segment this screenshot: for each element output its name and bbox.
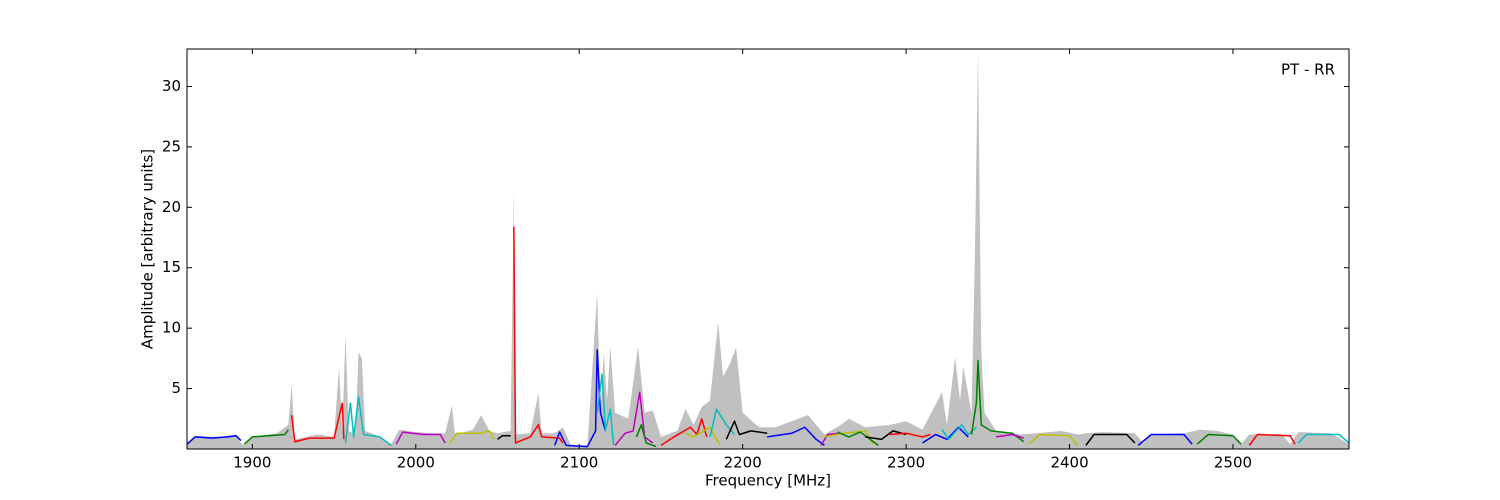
series-line	[635, 424, 657, 448]
series-line	[889, 432, 931, 438]
x-tick-label: 2300	[887, 454, 925, 472]
series-line	[395, 431, 446, 445]
series-line	[290, 402, 345, 443]
y-tick-label: 15	[162, 258, 181, 276]
series-line	[596, 373, 615, 446]
series-line	[1137, 433, 1193, 446]
series-line	[344, 396, 392, 446]
series-line	[554, 349, 607, 448]
series-line	[995, 433, 1024, 439]
y-tick-label: 10	[162, 319, 181, 337]
series-line	[820, 432, 841, 446]
series-line	[1248, 433, 1296, 446]
y-axis-label: Amplitude [arbitrary units]	[139, 149, 157, 349]
series-line	[922, 426, 969, 444]
series-line	[187, 434, 242, 445]
series-line	[243, 429, 289, 445]
series-line	[941, 424, 977, 441]
series-line	[614, 391, 654, 446]
axes-frame	[186, 48, 1350, 450]
y-tick-label: 20	[162, 198, 181, 216]
x-tick-label: 2000	[397, 454, 435, 472]
series-line	[497, 434, 511, 440]
series-line	[660, 418, 708, 446]
y-tick-label: 25	[162, 137, 181, 155]
x-tick-label: 2100	[560, 454, 598, 472]
series-line	[1028, 433, 1079, 446]
series-line	[449, 430, 495, 444]
series-line	[685, 426, 721, 445]
x-tick-label: 1900	[233, 454, 271, 472]
series-line	[767, 426, 825, 446]
y-tick-label: 30	[162, 77, 181, 95]
x-axis-label: Frequency [MHz]	[705, 472, 831, 490]
series-line	[1297, 433, 1349, 444]
series-line	[725, 420, 768, 440]
series-line	[865, 430, 907, 441]
series-line	[970, 360, 1025, 443]
envelope-area	[187, 50, 1349, 449]
x-tick-label: 2400	[1050, 454, 1088, 472]
x-tick-label: 2500	[1214, 454, 1252, 472]
y-tick-label: 5	[171, 379, 181, 397]
series-line	[1196, 433, 1242, 445]
annotation: PT - RR	[1281, 61, 1335, 79]
series-line	[513, 226, 564, 444]
series-line	[1085, 433, 1136, 446]
x-tick-label: 2200	[724, 454, 762, 472]
series-line	[837, 431, 879, 446]
plot-area	[187, 50, 1349, 449]
